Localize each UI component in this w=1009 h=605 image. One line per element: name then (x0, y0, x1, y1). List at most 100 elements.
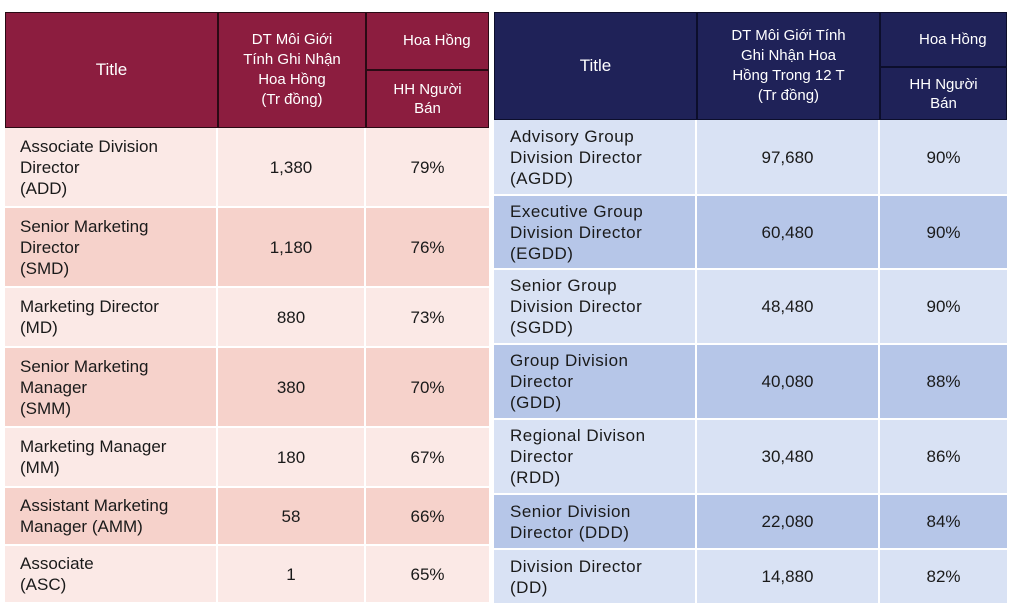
title-line: (RDD) (510, 468, 561, 487)
title-line: (DD) (510, 577, 548, 597)
row-title: Senior Marketing Director (SMD) (5, 208, 218, 288)
title-line: Group Division (510, 351, 629, 370)
header-sub-line: Bán (930, 94, 957, 112)
row-title: Senior Group Division Director (SGDD) (494, 270, 697, 345)
title-line: Director (510, 447, 574, 466)
title-line: Manager (20, 377, 88, 397)
header-revenue-line: Hoa Hồng (258, 71, 326, 88)
title-line: Division Director (510, 222, 643, 242)
title-line: Advisory Group (510, 126, 635, 146)
row-commission: 90% (880, 120, 1007, 196)
title-line: Marketing Director (20, 297, 159, 316)
header-title: Title (494, 12, 697, 120)
row-commission: 76% (366, 208, 489, 288)
row-commission: 84% (880, 495, 1007, 550)
row-commission: 86% (880, 420, 1007, 495)
title-line: Senior Marketing (20, 356, 149, 376)
row-commission: 66% (366, 488, 489, 546)
row-revenue: 1,380 (218, 128, 366, 208)
row-title: Senior Division Director (DDD) (494, 495, 697, 550)
table-row: Regional Divison Director (RDD) 30,480 8… (494, 420, 1007, 495)
title-line: (ADD) (20, 178, 68, 198)
row-revenue: 1 (218, 546, 366, 604)
title-line: (ASC) (20, 575, 67, 594)
header-title: Title (5, 12, 218, 128)
row-revenue: 380 (218, 348, 366, 428)
row-revenue: 180 (218, 428, 366, 488)
header-revenue: DT Môi Giới Tính Ghi Nhận Hoa Hồng Trong… (697, 12, 880, 120)
row-commission: 67% (366, 428, 489, 488)
row-commission: 79% (366, 128, 489, 208)
title-line: Marketing Manager (20, 437, 167, 456)
title-line: Director (20, 157, 80, 177)
row-revenue: 22,080 (697, 495, 880, 550)
title-line: Director (DDD) (510, 522, 630, 542)
row-title: Advisory Group Division Director (AGDD) (494, 120, 697, 196)
row-revenue: 60,480 (697, 196, 880, 270)
header-revenue-line: DT Môi Giới Tính (731, 27, 846, 44)
header-sub-line: Bán (414, 100, 441, 117)
title-line: Senior Group (510, 276, 618, 295)
table-row: Senior Marketing Manager (SMM) 380 70% (5, 348, 489, 428)
row-revenue: 40,080 (697, 345, 880, 420)
header-revenue: DT Môi Giới Tính Ghi Nhận Hoa Hồng (Tr đ… (218, 12, 366, 128)
header-revenue-line: DT Môi Giới (251, 31, 333, 48)
row-title: Associate Division Director (ADD) (5, 128, 218, 208)
header-revenue-line: Ghi Nhận Hoa (740, 47, 837, 64)
table-row: Associate Division Director (ADD) 1,380 … (5, 128, 489, 208)
title-line: Executive Group (510, 201, 644, 221)
row-commission: 70% (366, 348, 489, 428)
header-revenue-line: (Tr đồng) (757, 87, 820, 104)
title-line: Assistant Marketing (20, 496, 169, 515)
title-line: Director (510, 372, 574, 391)
title-line: (EGDD) (510, 243, 574, 263)
table-row: Senior Division Director (DDD) 22,080 84… (494, 495, 1007, 550)
title-line: Regional Divison (510, 426, 646, 445)
title-line: (GDD) (510, 393, 562, 412)
table-row: Associate (ASC) 1 65% (5, 546, 489, 604)
row-commission: 73% (366, 288, 489, 348)
header-sub-line: HH Người (909, 75, 978, 93)
row-title: Group Division Director (GDD) (494, 345, 697, 420)
title-line: Associate Division (20, 136, 158, 156)
table-row: Group Division Director (GDD) 40,080 88% (494, 345, 1007, 420)
title-line: (SMM) (20, 398, 71, 418)
title-line: Director (20, 237, 80, 257)
table-row: Executive Group Division Director (EGDD)… (494, 196, 1007, 270)
title-line: Division Director (510, 147, 643, 167)
table-row: Advisory Group Division Director (AGDD) … (494, 120, 1007, 196)
table-row: Assistant Marketing Manager (AMM) 58 66% (5, 488, 489, 546)
title-line: (SGDD) (510, 318, 574, 337)
row-revenue: 58 (218, 488, 366, 546)
title-line: (MD) (20, 318, 58, 337)
header-sub-line: HH Người (393, 81, 462, 98)
title-line: Division Director (510, 556, 643, 576)
header-commission-group: Hoa Hồng (880, 12, 1007, 67)
table-row: Senior Marketing Director (SMD) 1,180 76… (5, 208, 489, 288)
header-commission-group: Hoa Hồng (366, 12, 489, 70)
table-row: Division Director (DD) 14,880 82% (494, 550, 1007, 605)
table-row: Marketing Manager (MM) 180 67% (5, 428, 489, 488)
row-title: Marketing Director (MD) (5, 288, 218, 348)
row-title: Regional Divison Director (RDD) (494, 420, 697, 495)
row-revenue: 48,480 (697, 270, 880, 345)
row-commission: 82% (880, 550, 1007, 605)
row-revenue: 1,180 (218, 208, 366, 288)
row-title: Marketing Manager (MM) (5, 428, 218, 488)
row-commission: 90% (880, 270, 1007, 345)
table-row: Senior Group Division Director (SGDD) 48… (494, 270, 1007, 345)
row-revenue: 14,880 (697, 550, 880, 605)
header-revenue-line: Tính Ghi Nhận (243, 51, 341, 68)
row-title: Assistant Marketing Manager (AMM) (5, 488, 218, 546)
table-row: Marketing Director (MD) 880 73% (5, 288, 489, 348)
row-revenue: 30,480 (697, 420, 880, 495)
title-line: (SMD) (20, 258, 70, 278)
title-line: Division Director (510, 297, 643, 316)
row-title: Senior Marketing Manager (SMM) (5, 348, 218, 428)
header-revenue-line: (Tr đồng) (261, 91, 323, 108)
title-line: Senior Division (510, 501, 631, 521)
header-revenue-line: Hồng Trong 12 T (732, 67, 845, 84)
header-commission-seller: HH Người Bán (366, 70, 489, 128)
right-commission-table: Title DT Môi Giới Tính Ghi Nhận Hoa Hồng… (494, 12, 1007, 605)
row-commission: 90% (880, 196, 1007, 270)
